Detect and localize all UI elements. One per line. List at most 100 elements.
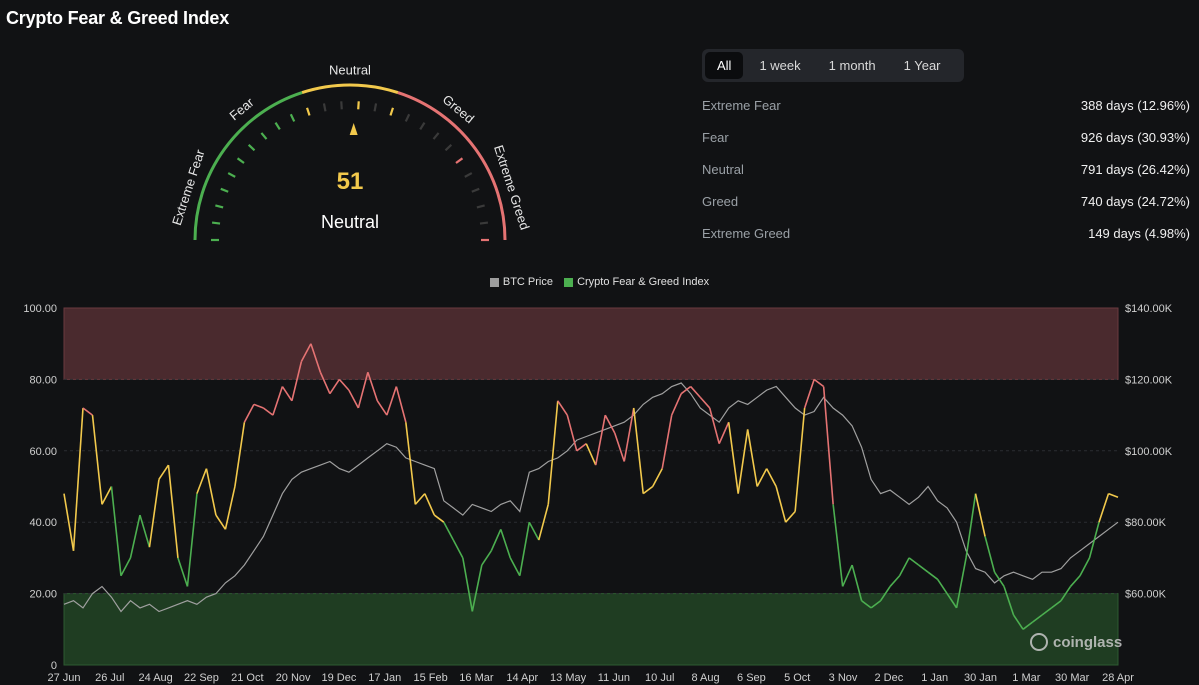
series-fear-greed-segment (310, 343, 322, 373)
series-fear-greed-segment (746, 429, 758, 487)
series-fear-greed-segment (822, 386, 834, 505)
gauge-tick (211, 221, 221, 225)
series-fear-greed-segment (965, 493, 977, 559)
series-fear-greed-segment (129, 514, 141, 559)
series-fear-greed-segment (927, 571, 939, 580)
series-fear-greed-segment (205, 468, 217, 516)
series-fear-greed-segment (186, 493, 198, 587)
legend-swatch (564, 277, 574, 287)
x-tick-label: 3 Nov (829, 672, 858, 684)
series-fear-greed-segment (300, 343, 312, 362)
series-fear-greed-segment (785, 510, 796, 523)
series-fear-greed-segment (367, 372, 379, 402)
series-fear-greed-segment (861, 600, 872, 609)
stat-value: 388 days (12.96%) (1080, 98, 1190, 113)
series-fear-greed-segment (727, 422, 739, 494)
series-fear-greed-segment (72, 407, 84, 551)
series-fear-greed-segment (139, 514, 151, 548)
legend-item-index[interactable]: Crypto Fear & Greed Index (564, 276, 709, 288)
gauge-tick (419, 122, 426, 130)
series-fear-greed-segment (1079, 557, 1091, 577)
gauge-tick (247, 144, 256, 152)
series-fear-greed-segment (243, 404, 255, 423)
y-right-tick-label: $100.00K (1125, 446, 1173, 458)
series-fear-greed-segment (1108, 492, 1119, 498)
stat-label: Extreme Fear (702, 98, 781, 113)
series-fear-greed-segment (253, 403, 264, 409)
series-fear-greed-segment (832, 504, 844, 587)
series-fear-greed-segment (490, 529, 502, 552)
x-tick-label: 10 Jul (645, 672, 674, 684)
series-fear-greed-segment (708, 407, 720, 444)
series-fear-greed-segment (1041, 607, 1053, 616)
tab-1-year[interactable]: 1 Year (903, 58, 941, 73)
x-tick-label: 13 May (550, 672, 587, 684)
stat-label: Extreme Greed (702, 226, 791, 241)
band-extreme-greed (63, 307, 1119, 380)
x-tick-label: 14 Apr (506, 672, 538, 684)
stat-value: 740 days (24.72%) (1080, 194, 1190, 209)
series-fear-greed-segment (338, 378, 350, 391)
series-fear-greed-segment (737, 429, 749, 494)
x-tick-label: 20 Nov (276, 672, 311, 684)
series-fear-greed-segment (528, 521, 540, 541)
gauge-tick (215, 204, 224, 209)
series-fear-greed-segment (718, 421, 730, 444)
gauge-tick (404, 113, 411, 122)
series-btc-price (63, 382, 1119, 613)
series-fear-greed-segment (870, 600, 882, 609)
series-fear-greed-segment (414, 493, 426, 505)
series-fear-greed-segment (158, 464, 170, 480)
y-right-tick-label: $60.00K (1125, 589, 1167, 601)
series-fear-greed-segment (879, 586, 891, 602)
series-fear-greed-segment (652, 468, 663, 487)
series-fear-greed-segment (851, 564, 863, 601)
series-fear-greed-segment (576, 443, 587, 452)
band-extreme-fear (63, 593, 1119, 666)
x-tick-label: 17 Jan (368, 672, 401, 684)
series-fear-greed-segment (167, 464, 179, 558)
gauge-tick (479, 221, 489, 225)
series-fear-greed-segment (424, 493, 436, 516)
tab-1-month[interactable]: 1 month (828, 58, 876, 73)
y-left-tick-label: 80.00 (29, 374, 57, 386)
gauge-tick (289, 113, 296, 122)
series-fear-greed-segment (518, 522, 531, 576)
gauge-tick (260, 132, 268, 140)
series-fear-greed-segment (319, 371, 331, 395)
gauge-zone-label: Neutral (329, 62, 371, 77)
tab-all[interactable]: All (705, 52, 744, 79)
y-left-tick-label: 100.00 (23, 303, 57, 315)
gauge-tick (432, 132, 440, 140)
x-tick-label: 21 Oct (231, 672, 263, 684)
y-right-tick-label: $120.00K (1125, 374, 1173, 386)
series-fear-greed-segment (680, 385, 692, 395)
x-tick-label: 1 Jan (921, 672, 948, 684)
tab-1-week[interactable]: 1 week (759, 58, 801, 73)
series-fear-greed-segment (443, 521, 455, 541)
coinglass-watermark: coinglass (1030, 633, 1122, 651)
series-fear-greed-segment (405, 422, 417, 505)
series-fear-greed-segment (329, 378, 341, 395)
stat-label: Greed (702, 194, 739, 209)
series-fear-greed-segment (509, 557, 521, 577)
series-fear-greed-segment (348, 389, 360, 409)
series-fear-greed-segment (908, 557, 920, 566)
series-fear-greed-segment (841, 564, 853, 587)
series-fear-greed-segment (794, 407, 806, 512)
series-fear-greed-segment (918, 564, 929, 573)
series-fear-greed-segment (974, 493, 986, 537)
series-fear-greed-segment (803, 379, 815, 409)
series-fear-greed-segment (566, 414, 578, 452)
series-fear-greed-segment (775, 486, 787, 523)
series-fear-greed-segment (462, 557, 474, 612)
legend-item-btc[interactable]: BTC Price (489, 276, 553, 288)
gauge-value: 51 (336, 168, 364, 195)
series-fear-greed-segment (613, 432, 625, 462)
range-tabs: All 1 week 1 month 1 Year (702, 49, 964, 82)
series-fear-greed-segment (670, 393, 682, 416)
series-fear-greed-segment (1098, 493, 1110, 523)
gauge-label: Neutral (320, 212, 380, 232)
series-fear-greed-segment (585, 443, 597, 466)
